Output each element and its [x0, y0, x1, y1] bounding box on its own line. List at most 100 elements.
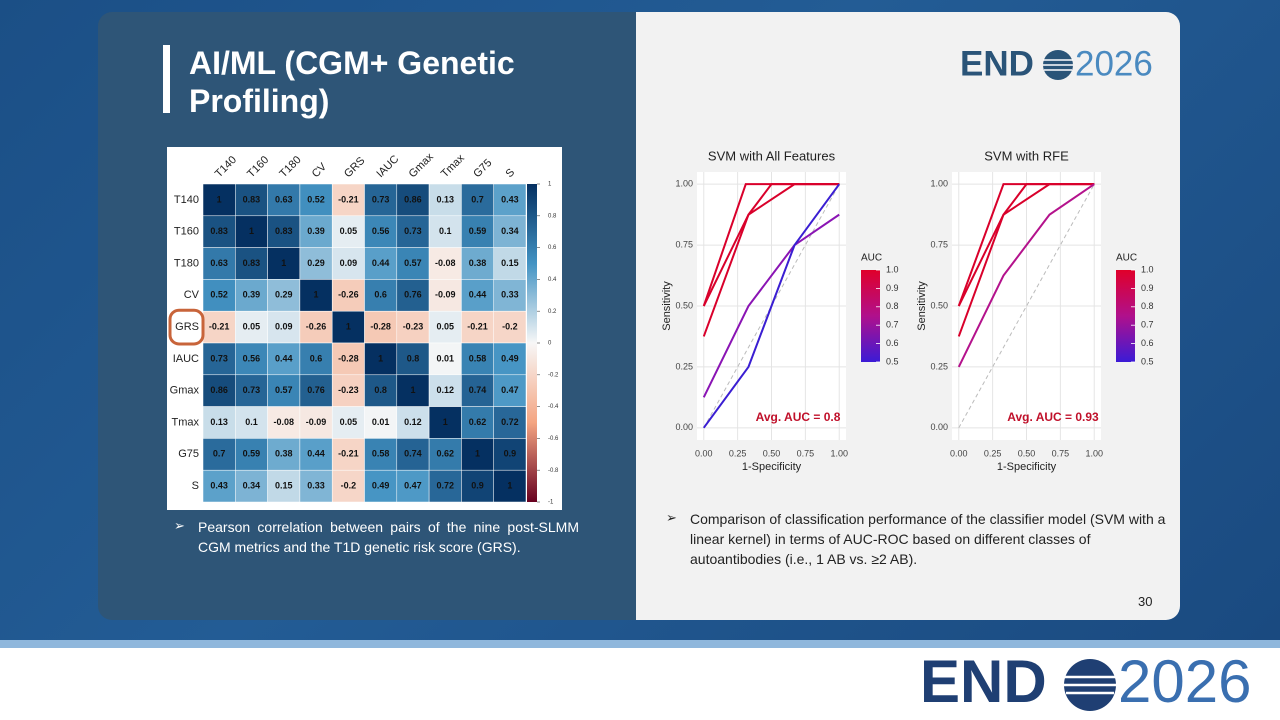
- y-tick-label: 0.75: [930, 239, 948, 249]
- heatmap-cell: [428, 279, 462, 312]
- y-tick-label: 0.75: [675, 239, 693, 249]
- heatmap-cell: [202, 310, 236, 344]
- roc-curve: [702, 183, 841, 429]
- page-number: 30: [1138, 594, 1153, 609]
- heatmap-cell: [331, 183, 365, 217]
- heatmap-cell: [267, 469, 301, 503]
- heatmap-cell: [202, 279, 236, 312]
- cell-label: -0.21: [338, 194, 359, 204]
- row-label: T140: [174, 194, 199, 206]
- heatmap-cell: [493, 374, 527, 407]
- cell-label: 0.59: [243, 449, 261, 459]
- cell-label: 0.56: [243, 353, 261, 363]
- x-tick-label: 0.50: [1018, 448, 1036, 458]
- cell-label: 0.38: [469, 258, 487, 268]
- heatmap-cell: [428, 469, 462, 503]
- cell-label: 0.6: [374, 290, 387, 300]
- colorbar-tick-label: -0.8: [548, 468, 559, 474]
- cell-label: 0.7: [471, 194, 484, 204]
- legend-colorbar: [1116, 270, 1135, 362]
- legend-tick-label: 0.7: [886, 320, 899, 330]
- cell-label: 0.13: [210, 417, 228, 427]
- legend-tick-label: 0.8: [1141, 301, 1154, 311]
- heatmap-cell: [364, 279, 398, 312]
- cell-label: -0.28: [370, 321, 391, 331]
- logo-year: 2026: [1075, 44, 1153, 83]
- cell-label: 0.44: [275, 353, 293, 363]
- heatmap-cell: [428, 183, 462, 217]
- cell-label: 0.05: [340, 417, 358, 427]
- roc-chart: SVM with RFE 0.00 0.25 0.50 0.75 1.00 0.00 0.25…: [916, 148, 1154, 473]
- x-tick-label: 0.75: [797, 448, 815, 458]
- cell-label: 0.34: [243, 480, 261, 490]
- heatmap-cell: [202, 183, 236, 217]
- heatmap-cell: [396, 469, 430, 503]
- roc-curve: [957, 183, 1095, 337]
- y-tick-label: 1.00: [930, 179, 948, 189]
- heatmap-cell: [235, 406, 268, 439]
- heatmap-cell: [299, 342, 333, 376]
- y-tick-label: 0.50: [675, 300, 693, 310]
- legend-title: AUC: [861, 253, 882, 264]
- heatmap-cell: [461, 247, 494, 280]
- heatmap-cell: [202, 438, 236, 471]
- x-tick-label: 0.75: [1052, 448, 1070, 458]
- colorbar-tick-label: 1: [548, 182, 552, 188]
- cell-label: 0.8: [374, 385, 387, 395]
- legend-tick-label: 0.5: [1141, 356, 1154, 366]
- cell-label: 0.57: [404, 258, 422, 268]
- legend-tick-label: 0.9: [886, 283, 899, 293]
- colorbar-tick-label: 0.8: [548, 213, 557, 219]
- row-label: Gmax: [170, 385, 200, 397]
- logo-globe: [1043, 50, 1073, 80]
- heatmap-cell: [235, 247, 268, 280]
- cell-label: 0.58: [469, 353, 487, 363]
- cell-label: -0.2: [502, 321, 518, 331]
- heatmap-cell: [396, 310, 430, 344]
- cell-label: 0.76: [307, 385, 325, 395]
- cell-label: 0.29: [275, 290, 293, 300]
- cell-label: 0.86: [404, 194, 422, 204]
- logo-text: END: [960, 44, 1034, 83]
- heatmap-cell: [267, 374, 301, 407]
- heatmap-cell: [461, 469, 494, 503]
- heatmap-cell: [202, 247, 236, 280]
- cell-label: 0.1: [439, 226, 452, 236]
- cell-label: 0.49: [501, 353, 519, 363]
- cell-label: 0.47: [501, 385, 519, 395]
- legend-title: AUC: [1116, 253, 1137, 264]
- heatmap-cell: [235, 279, 268, 312]
- heatmap-cell: [364, 215, 398, 248]
- cell-label: 0.73: [243, 385, 261, 395]
- cell-label: 0.43: [210, 480, 228, 490]
- heatmap-cell: [202, 406, 236, 439]
- cell-label: -0.09: [306, 417, 327, 427]
- row-label: S: [192, 480, 199, 492]
- y-tick-label: 0.50: [930, 300, 948, 310]
- logo-year: 2026: [1118, 648, 1251, 715]
- legend-tick-label: 1.0: [886, 264, 899, 274]
- heatmap-cell: [267, 438, 301, 471]
- legend-tick-label: 0.6: [1141, 338, 1154, 348]
- heatmap-cell: [299, 279, 333, 312]
- auc-annotation: Avg. AUC = 0.8: [756, 410, 841, 424]
- colorbar-tick-label: 0.4: [548, 277, 557, 283]
- cell-label: -0.21: [209, 321, 230, 331]
- y-axis-label: Sensitivity: [916, 281, 928, 331]
- cell-label: 0.09: [275, 321, 293, 331]
- heatmap-cell: [493, 215, 527, 248]
- heatmap-cell: [364, 406, 398, 439]
- heatmap-cell: [461, 438, 494, 471]
- cell-label: 1: [281, 258, 286, 268]
- heatmap-cell: [493, 438, 527, 471]
- row-label: GRS: [175, 321, 199, 333]
- roc-curve: [702, 183, 840, 337]
- cell-label: -0.21: [338, 449, 359, 459]
- cell-label: 0.6: [310, 353, 323, 363]
- cell-label: 0.43: [501, 194, 519, 204]
- cell-label: 0.12: [436, 385, 454, 395]
- x-axis-label: 1-Specificity: [997, 461, 1057, 473]
- cell-label: 0.52: [307, 194, 325, 204]
- colorbar-tick-label: 0.6: [548, 245, 557, 251]
- cell-label: -0.08: [273, 417, 294, 427]
